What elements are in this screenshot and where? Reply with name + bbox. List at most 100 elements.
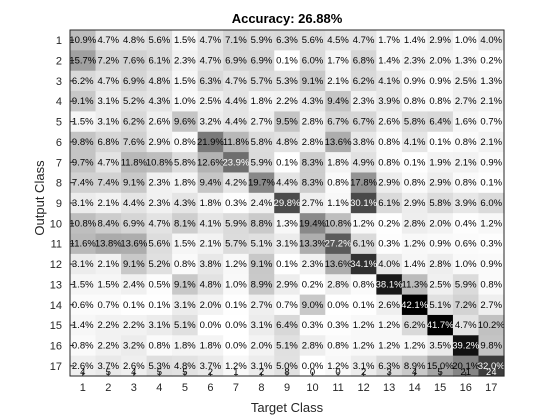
heatmap-cell-r5-c11 [325,111,352,133]
heatmap-cell-r12-c13 [376,253,403,275]
x-tick-label-1: 1 [80,382,86,394]
heatmap-cell-r8-c4 [146,172,173,194]
heatmap-cell-label-r9-c11: 1.1% [327,198,349,209]
heatmap-cell-label-r3-c5: 1.5% [174,76,196,87]
heatmap-cell-label-r15-c14: 6.2% [404,320,426,331]
heatmap-cell-label-r4-c4: 4.3% [149,96,171,107]
heatmap-cell-r11-c7 [223,233,250,255]
heatmap-cell-label-r6-c7: 11.8% [223,137,250,148]
heatmap-cell-label-r3-c13: 4.1% [378,76,400,87]
heatmap-cell-r5-c8 [248,111,275,133]
heatmap-cell-label-r16-c10: 2.8% [302,340,324,351]
heatmap-cell-r11-c9 [274,233,301,255]
heatmap-cell-r14-c10 [299,294,326,316]
heatmap-cell-r15-c10 [299,314,326,336]
heatmap-cell-label-r7-c4: 10.8% [146,157,173,168]
heatmap-cell-r4-c17 [478,91,505,113]
heatmap-cell-label-r1-c1: 10.9% [69,35,96,46]
heatmap-cell-label-r2-c14: 2.3% [404,56,426,67]
heatmap-cell-r17-c17 [478,355,505,377]
heatmap-cell-label-r11-c7: 5.7% [225,239,247,250]
heatmap-cell-label-r13-c4: 0.5% [149,279,171,290]
heatmap-cell-r12-c7 [223,253,250,275]
heatmap-cell-r2-c17 [478,50,505,72]
heatmap-cell-label-r6-c5: 0.8% [174,137,196,148]
heatmap-cell-r4-c8 [248,91,275,113]
heatmap-cell-label-r11-c6: 2.1% [200,239,222,250]
heatmap-cell-r12-c10 [299,253,326,275]
heatmap-cell-label-r13-c14: 11.3% [402,279,429,290]
heatmap-cell-r6-c10 [299,131,326,153]
heatmap-cell-r5-c15 [427,111,454,133]
heatmap-cell-r17-c13 [376,355,403,377]
heatmap-cell-label-r13-c6: 4.8% [200,279,222,290]
heatmap-cell-r10-c4 [146,213,173,235]
heatmap-cell-r13-c17 [478,274,505,296]
heatmap-cell-label-r5-c3: 6.2% [123,117,145,128]
x-tick-label-7: 7 [233,382,239,394]
heatmap-cell-label-r16-c3: 3.2% [123,340,145,351]
heatmap-cell-label-r3-c10: 9.1% [302,76,324,87]
heatmap-cell-r2-c6 [197,50,224,72]
heatmap-cell-label-r12-c1: 3.1% [72,259,94,270]
heatmap-cell-r17-c12 [350,355,377,377]
heatmap-cell-label-r9-c15: 5.8% [429,198,451,209]
heatmap-cell-r15-c16 [452,314,480,336]
heatmap-cell-r4-c4 [146,91,173,113]
heatmap-cell-r2-c16 [452,50,480,72]
heatmap-cell-r15-c9 [274,314,301,336]
heatmap-cell-label-r17-c9: 5.0% [276,361,298,372]
heatmap-cell-label-r4-c17: 2.1% [480,96,502,107]
heatmap-cell-label-r5-c15: 6.4% [429,117,451,128]
heatmap-cell-r12-c11 [325,253,352,275]
heatmap-cell-label-r10-c8: 8.8% [251,218,273,229]
heatmap-cell-label-r17-c16: 20.1% [452,361,479,372]
heatmap-cell-r14-c17 [478,294,505,316]
heatmap-cell-label-r9-c8: 2.4% [251,198,273,209]
heatmap-cell-r9-c13 [376,192,403,214]
heatmap-cell-label-r14-c1: 0.6% [72,300,94,311]
heatmap-cell-r7-c5 [172,152,199,174]
heatmap-cell-r13-c3 [121,274,148,296]
heatmap-cell-label-r2-c1: 15.7% [69,56,96,67]
heatmap-cell-r9-c6 [197,192,224,214]
heatmap-cell-r13-c1 [70,274,97,296]
heatmap-cell-label-r15-c15: 41.7% [427,320,454,331]
heatmap-cell-r15-c3 [121,314,148,336]
x-tick-label-17: 17 [485,382,497,394]
heatmap-cell-r15-c5 [172,314,199,336]
heatmap-cell-r8-c6 [197,172,224,194]
y-tick-label-13: 13 [50,279,62,291]
heatmap-cell-label-r14-c16: 7.2% [455,300,477,311]
heatmap-cell-r17-c9 [274,355,301,377]
heatmap-cell-r10-c16 [452,213,480,235]
heatmap-cell-label-r13-c12: 0.8% [353,279,375,290]
heatmap-cell-label-r9-c3: 4.4% [123,198,145,209]
heatmap-cell-r9-c16 [452,192,480,214]
heatmap-cell-label-r5-c17: 0.7% [480,117,502,128]
heatmap-cell-label-r4-c1: 9.1% [72,96,94,107]
heatmap-cell-r12-c12 [350,253,377,275]
heatmap-cell-label-r13-c13: 38.1% [376,279,403,290]
heatmap-cell-label-r8-c4: 2.3% [149,178,171,189]
heatmap-cell-r16-c10 [299,335,326,357]
heatmap-cell-r5-c9 [274,111,301,133]
heatmap-cell-r5-c16 [452,111,480,133]
y-tick-label-17: 17 [50,361,62,373]
heatmap-cell-label-r14-c15: 5.1% [429,300,451,311]
heatmap-cell-r4-c14 [401,91,429,113]
heatmap-cell-label-r17-c5: 4.8% [174,361,196,372]
heatmap-cell-r15-c14 [401,314,429,336]
heatmap-cell-r4-c2 [95,91,122,113]
heatmap-cell-label-r2-c17: 0.2% [480,56,502,67]
heatmap-cell-r9-c9 [274,192,301,214]
heatmap-cell-r11-c16 [452,233,480,255]
heatmap-cell-r17-c15 [427,355,454,377]
heatmap-cell-label-r1-c12: 4.7% [353,35,375,46]
heatmap-cell-label-r2-c13: 1.4% [378,56,400,67]
heatmap-cell-r14-c4 [146,294,173,316]
heatmap-cell-r12-c2 [95,253,122,275]
heatmap-cell-r3-c5 [172,70,199,92]
heatmap-cell-label-r2-c6: 4.7% [200,56,222,67]
heatmap-cell-r3-c4 [146,70,173,92]
